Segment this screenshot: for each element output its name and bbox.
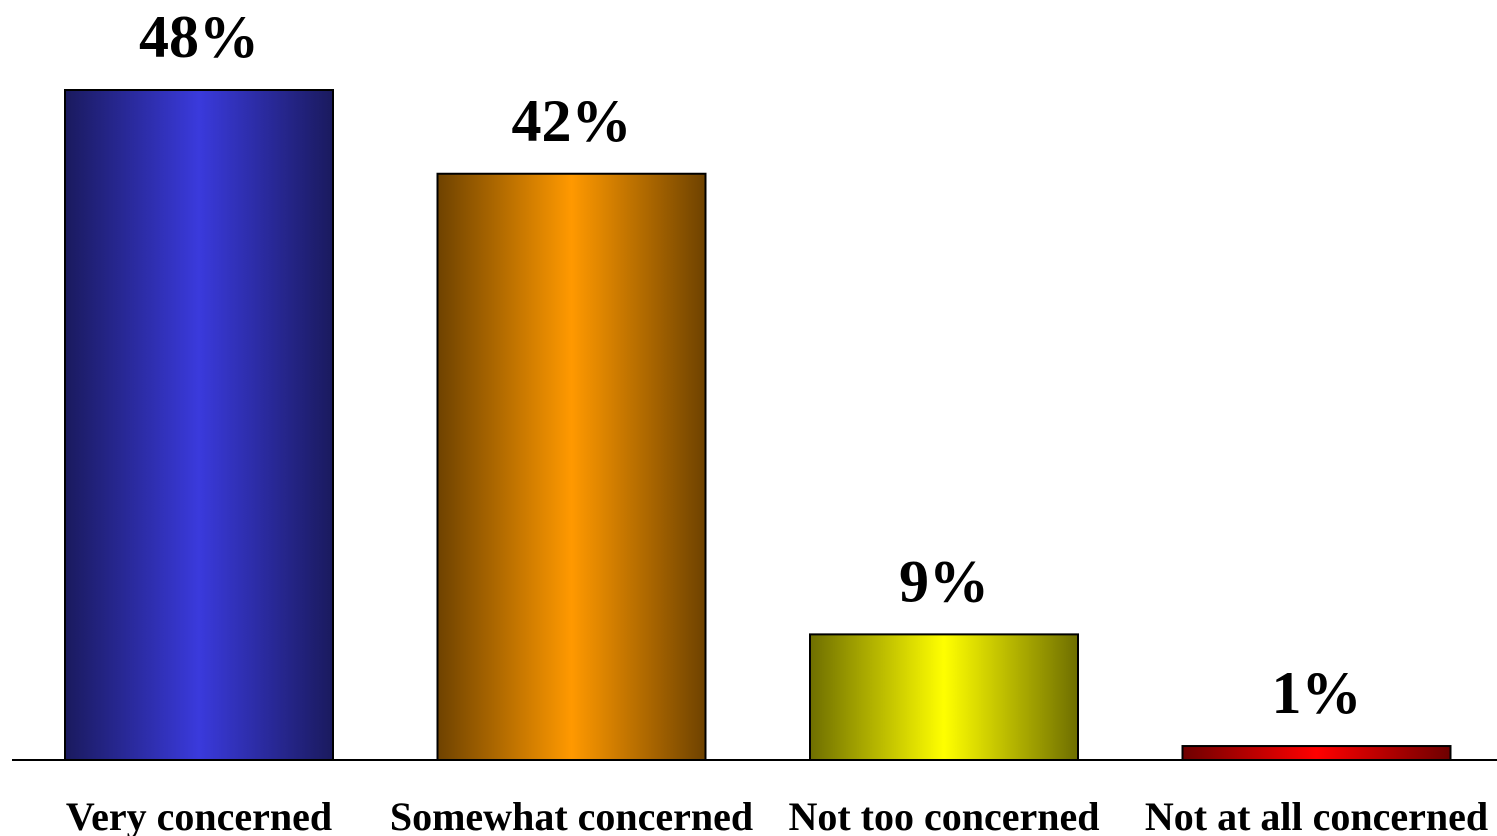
- category-label: Very concerned: [66, 794, 332, 836]
- bars-group: [64, 89, 1452, 762]
- category-label: Not too concerned: [788, 794, 1099, 836]
- category-labels-group: Very concerned Somewhat concerned Not too …: [66, 794, 1488, 836]
- value-labels-group: 48% 42% 9% 1%: [139, 4, 1362, 726]
- value-label: 1%: [1272, 660, 1362, 726]
- bar-not-at-all-concerned: [1181, 745, 1452, 762]
- bar-not-too-concerned: [809, 633, 1079, 761]
- value-label: 48%: [139, 4, 259, 70]
- category-label: Somewhat concerned: [390, 794, 753, 836]
- value-label: 9%: [899, 548, 989, 614]
- bar-very-concerned: [64, 89, 334, 761]
- value-label: 42%: [512, 88, 632, 154]
- category-label: Not at all concerned: [1145, 794, 1488, 836]
- bar-somewhat-concerned: [436, 172, 707, 761]
